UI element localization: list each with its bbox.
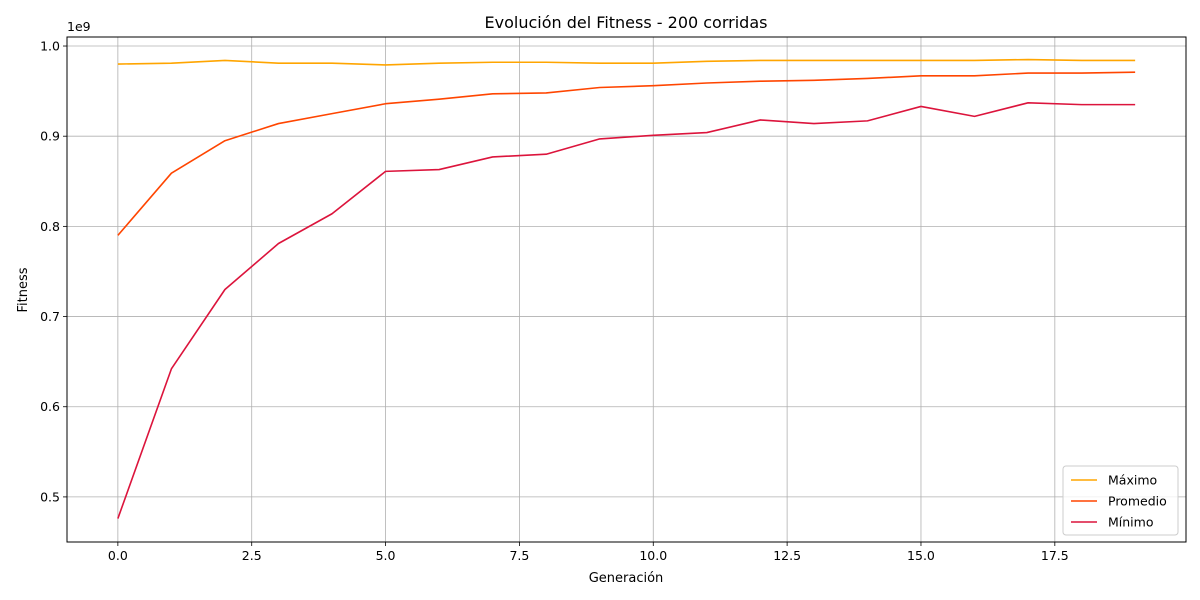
chart-title: Evolución del Fitness - 200 corridas [485,13,768,32]
legend: Máximo Promedio Mínimo [1062,465,1179,536]
y-axis-label: Fitness [16,267,31,312]
x-tick-label: 15.0 [907,548,935,563]
x-tick-label: 5.0 [376,548,396,563]
y-tick-label: 1.0 [40,39,60,54]
x-tick-label: 7.5 [509,548,529,563]
x-axis-label: Generación [589,571,664,586]
series-line-promedio [117,71,1136,236]
y-tick-label: 0.9 [40,129,60,144]
plot-frame [66,36,1187,543]
legend-box [1062,465,1179,536]
y-axis: 0.5 0.6 0.7 0.8 0.9 1.0 [40,39,67,504]
x-tick-label: 0.0 [108,548,128,563]
x-tick-label: 17.5 [1041,548,1069,563]
y-tick-label: 0.5 [40,489,60,504]
series-line-maximo [117,58,1136,66]
x-tick-label: 12.5 [773,548,801,563]
x-tick-label: 2.5 [242,548,262,563]
series-line-minimo [117,102,1136,519]
legend-label-maximo: Máximo [1108,473,1157,488]
x-axis: 0.0 2.5 5.0 7.5 10.0 12.5 15.0 17.5 [108,542,1069,563]
x-tick-label: 10.0 [639,548,667,563]
series-layer [117,58,1136,519]
y-tick-label: 0.7 [40,309,60,324]
y-tick-label: 0.8 [40,219,60,234]
legend-label-promedio: Promedio [1108,494,1167,509]
legend-label-minimo: Mínimo [1108,515,1153,530]
y-tick-label: 0.6 [40,399,60,414]
y-offset-label: 1e9 [67,19,91,34]
